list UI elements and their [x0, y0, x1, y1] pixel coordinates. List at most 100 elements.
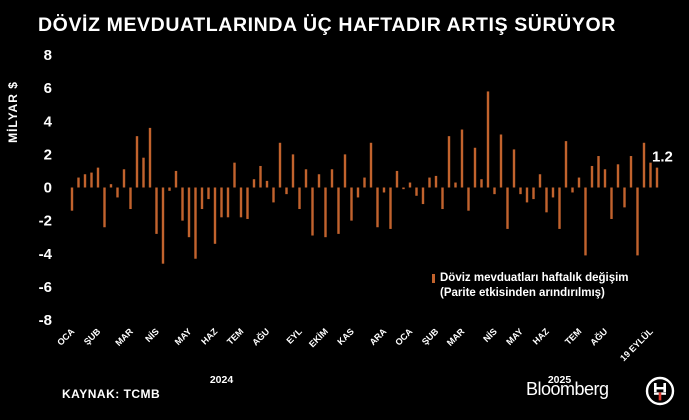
x-tick-label: HAZ	[199, 326, 220, 347]
bar	[369, 142, 373, 188]
bar	[174, 170, 178, 188]
bar	[161, 187, 165, 264]
bar	[363, 177, 366, 188]
bar	[590, 165, 594, 188]
bar	[181, 187, 184, 221]
bar	[356, 187, 360, 198]
bar	[337, 187, 340, 234]
bar	[519, 187, 522, 195]
x-tick-label: HAZ	[531, 326, 552, 347]
chart-title: DÖVİZ MEVDUATLARINDA ÜÇ HAFTADIR ARTIŞ S…	[38, 14, 616, 36]
x-tick-label: OCA	[55, 326, 77, 348]
bar	[122, 169, 126, 188]
x-tick-label: OCA	[393, 326, 415, 348]
bar	[642, 142, 646, 188]
bar	[233, 162, 236, 188]
bar	[610, 187, 613, 219]
year-label: 2024	[210, 374, 234, 386]
bar	[291, 154, 295, 188]
bar	[382, 187, 386, 193]
bar	[597, 156, 600, 188]
bar	[623, 187, 626, 208]
y-tick-label: -8	[39, 312, 52, 329]
x-tick-label: 19 EYLÜL	[618, 326, 655, 363]
bar	[155, 187, 158, 234]
bar	[252, 179, 256, 188]
y-tick-label: 6	[44, 80, 52, 97]
bar	[317, 174, 321, 188]
year-labels: 2024 2025	[210, 374, 572, 386]
y-axis-label: MİLYAR $	[5, 81, 20, 143]
legend-line-1: Döviz mevduatları haftalık değişim	[440, 272, 629, 284]
bar	[239, 187, 243, 218]
bar	[493, 187, 496, 195]
bar	[200, 187, 204, 210]
bar	[168, 187, 171, 191]
bar	[532, 187, 535, 200]
source-note: KAYNAK: TCMB	[62, 387, 161, 401]
x-tick-label: ARA	[368, 326, 389, 347]
bar	[70, 187, 74, 211]
bars	[70, 91, 659, 264]
x-tick-label: MAR	[113, 326, 135, 348]
bar	[636, 187, 639, 256]
x-tick-label: TEM	[563, 326, 584, 347]
x-tick-label: ŞUB	[420, 326, 441, 347]
x-tick-label: MAY	[173, 326, 194, 347]
bar	[415, 187, 418, 196]
bar	[428, 177, 431, 188]
y-tick-label: -4	[39, 246, 53, 263]
bar	[272, 187, 275, 203]
bar	[194, 187, 197, 259]
ht-logo-icon	[645, 376, 675, 406]
bar	[103, 187, 106, 228]
bar	[506, 187, 509, 229]
x-tick-label: TEM	[225, 326, 246, 347]
x-tick-label: EYL	[284, 326, 304, 346]
y-tick-label: 8	[44, 47, 52, 64]
bar	[447, 136, 451, 188]
x-tick-label: EKİM	[307, 326, 330, 349]
x-tick-label: MAR	[445, 326, 467, 348]
bar	[389, 187, 392, 229]
bar	[512, 149, 516, 188]
bar	[142, 157, 145, 188]
last-value-label: 1.2	[652, 149, 673, 166]
bar	[402, 187, 405, 190]
bar	[330, 169, 334, 188]
bar	[499, 134, 503, 188]
y-tick-label: 0	[44, 180, 52, 197]
bar	[421, 187, 425, 205]
bar	[486, 91, 490, 188]
legend-line-2: (Parite etkisinden arındırılmış)	[440, 287, 605, 299]
bar	[655, 167, 659, 188]
bar	[226, 187, 230, 218]
legend: Döviz mevduatları haftalık değişim (Pari…	[432, 271, 629, 301]
x-tick-label: AĞU	[587, 326, 609, 348]
legend-swatch	[432, 274, 435, 283]
bar	[551, 187, 555, 198]
y-axis-ticks: 8 6 4 2 0 -2 -4 -6 -8	[39, 47, 53, 329]
bar	[480, 179, 483, 188]
y-tick-label: -2	[39, 213, 52, 230]
bar	[603, 169, 607, 188]
bar	[304, 169, 308, 188]
bar	[285, 187, 288, 195]
bloomberg-logo: Bloomberg	[526, 379, 609, 399]
bar	[545, 187, 548, 213]
bar	[454, 182, 457, 188]
bar	[298, 187, 301, 210]
bar	[135, 136, 139, 188]
bar	[109, 184, 113, 188]
bar	[584, 187, 587, 256]
bar	[538, 174, 542, 188]
x-tick-label: ŞUB	[82, 326, 103, 347]
bar	[265, 180, 269, 188]
bar	[629, 156, 633, 188]
bar	[311, 187, 314, 236]
bar	[259, 165, 262, 188]
bar	[441, 187, 444, 210]
bar	[564, 141, 568, 188]
bar	[278, 142, 282, 188]
